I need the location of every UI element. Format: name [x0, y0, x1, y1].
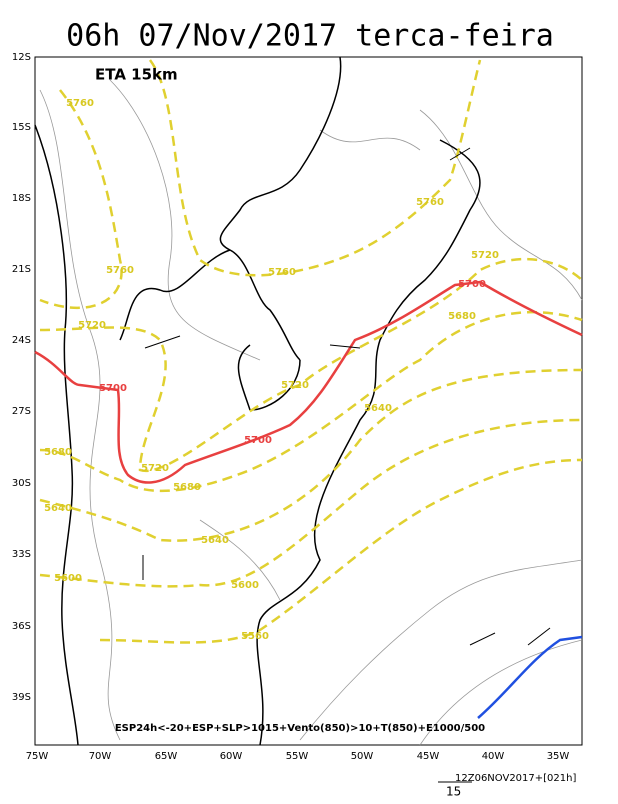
lon-label: 55W	[286, 751, 309, 762]
thickness-label: 5720	[281, 380, 309, 391]
thickness-label: 5640	[201, 535, 229, 546]
thickness-label: 5720	[78, 320, 106, 331]
lat-label: 33S	[12, 549, 31, 560]
thickness-label: 5680	[173, 482, 201, 493]
lat-label: 36S	[12, 621, 31, 632]
thickness-label: 5640	[44, 503, 72, 514]
lon-label: 60W	[220, 751, 243, 762]
thickness-label: 5700	[458, 279, 486, 290]
thickness-label: 5680	[44, 447, 72, 458]
thickness-label: 5700	[244, 435, 272, 446]
map-frame	[34, 56, 583, 746]
lat-label: 24S	[12, 335, 31, 346]
run-label: 12Z06NOV2017+[021h]	[455, 773, 576, 784]
thickness-label: 5760	[66, 98, 94, 109]
thickness-label: 5760	[268, 267, 296, 278]
scale-label: 15	[446, 785, 461, 799]
pressure-contours	[39, 79, 583, 746]
thickness-label: 5640	[364, 403, 392, 414]
thickness-label: 5720	[471, 250, 499, 261]
lon-label: 50W	[351, 751, 374, 762]
lat-label: 15S	[12, 122, 31, 133]
thickness-contours	[39, 59, 583, 644]
thickness-5700-line	[34, 280, 583, 484]
lat-label: 18S	[12, 193, 31, 204]
lat-label: 30S	[12, 478, 31, 489]
thickness-label: 5760	[416, 197, 444, 208]
lat-label: 21S	[12, 264, 31, 275]
lon-label: 35W	[547, 751, 570, 762]
thickness-label: 5720	[141, 463, 169, 474]
lat-labels: 12S 15S 18S 21S 24S 27S 30S 33S 36S 39S	[12, 52, 31, 703]
lat-label: 39S	[12, 692, 31, 703]
lon-label: 70W	[89, 751, 112, 762]
thickness-label: 5760	[106, 265, 134, 276]
lon-label: 40W	[482, 751, 505, 762]
lon-label: 65W	[155, 751, 178, 762]
wind-vectors	[142, 147, 551, 646]
cold-line	[477, 635, 583, 719]
title: 06h 07/Nov/2017 terca-feira	[66, 19, 554, 54]
thickness-label: 5680	[448, 311, 476, 322]
thickness-label: 5600	[231, 580, 259, 591]
thickness-label: 5560	[241, 631, 269, 642]
lon-label: 45W	[417, 751, 440, 762]
thickness-label: 5600	[54, 573, 82, 584]
lon-label: 75W	[26, 751, 49, 762]
lat-label: 12S	[12, 52, 31, 63]
thickness-labels: 5760 5760 5760 5760 5720 5720 5720 5720 5700 5700…	[44, 98, 499, 642]
caption: ESP24h<-20+ESP+SLP>1015+Vento(850)>10+T(…	[115, 723, 485, 734]
model-label: ETA 15km	[95, 66, 178, 84]
thickness-label: 5700	[99, 383, 127, 394]
lon-labels: 75W 70W 65W 60W 55W 50W 45W 40W 35W	[26, 751, 570, 762]
lat-label: 27S	[12, 406, 31, 417]
